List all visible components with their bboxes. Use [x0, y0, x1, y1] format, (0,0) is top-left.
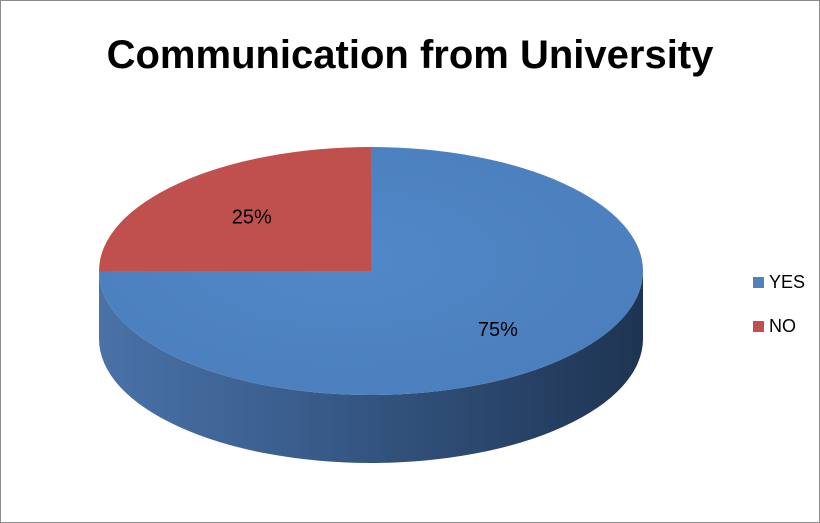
legend: YES NO	[753, 271, 805, 359]
pie-label-layer: 75% 25%	[232, 207, 518, 341]
legend-item-no: NO	[753, 315, 805, 337]
data-label-no: 25%	[232, 207, 272, 229]
legend-label-no: NO	[769, 316, 796, 336]
data-label-yes: 75%	[478, 319, 518, 341]
pie-side-layer	[99, 271, 643, 463]
legend-item-yes: YES	[753, 271, 805, 293]
legend-swatch-no	[753, 320, 764, 332]
chart-title: Communication from University	[106, 33, 714, 77]
pie-slice-no	[99, 147, 371, 271]
legend-label-yes: YES	[769, 272, 806, 292]
legend-swatch-yes	[753, 276, 764, 288]
pie-top-layer	[99, 147, 643, 395]
pie-side-yes	[99, 271, 643, 463]
